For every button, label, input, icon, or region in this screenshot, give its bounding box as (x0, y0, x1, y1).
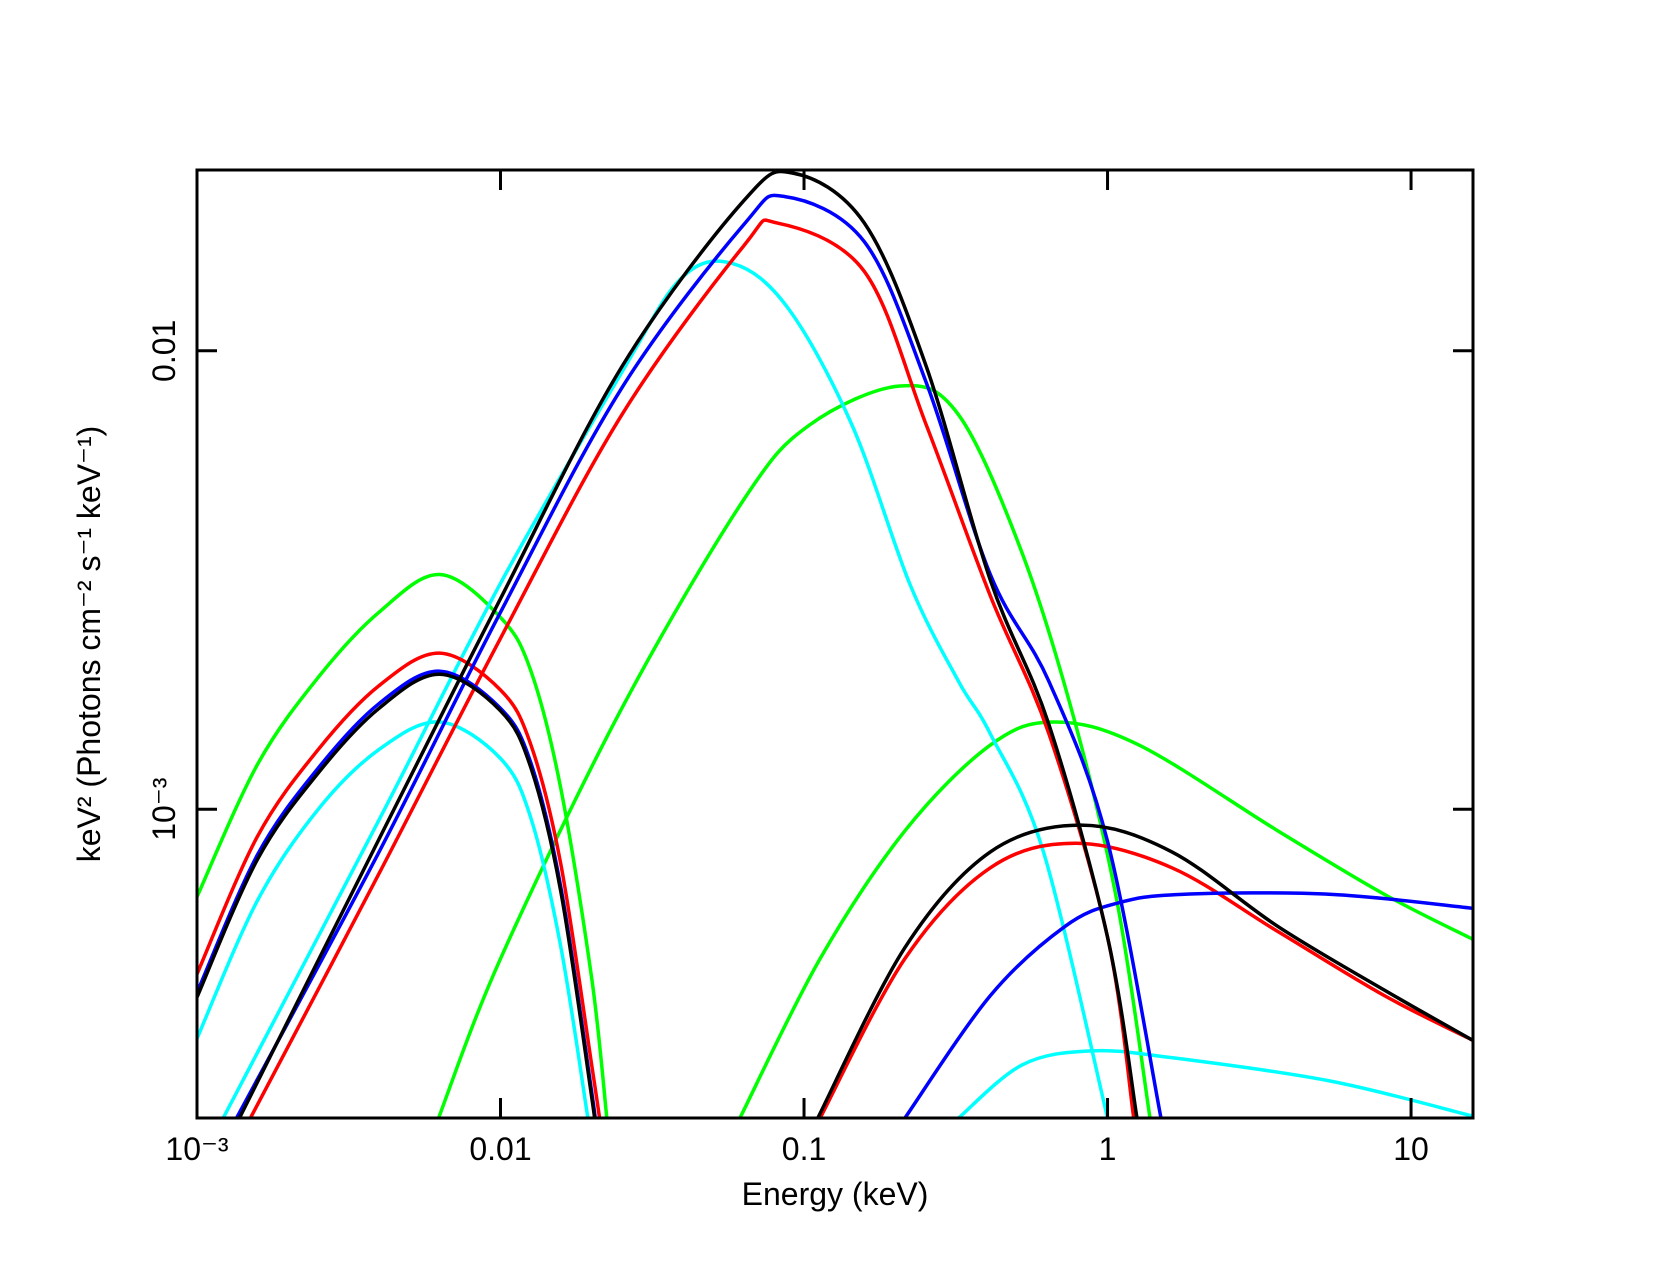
x-tick-label: 10 (1393, 1131, 1429, 1167)
x-tick-label: 0.1 (782, 1131, 826, 1167)
curve (903, 891, 1473, 1118)
curve (197, 672, 597, 1118)
x-tick-label: 10⁻³ (165, 1131, 228, 1167)
plot-area (197, 170, 1473, 1118)
curve (248, 218, 1136, 1118)
y-axis-label: keV² (Photons cm⁻² s⁻¹ keV⁻¹) (71, 426, 107, 863)
curve (197, 651, 602, 1118)
curve (197, 572, 609, 1118)
y-tick-label: 10⁻³ (146, 777, 182, 840)
x-axis-label: Energy (keV) (742, 1176, 929, 1212)
x-tick-label: 0.01 (469, 1131, 531, 1167)
curve (237, 170, 1139, 1118)
curve (816, 823, 1473, 1118)
curve (221, 259, 1110, 1118)
curve (818, 841, 1473, 1118)
curve (235, 193, 1163, 1118)
x-tick-label: 1 (1099, 1131, 1117, 1167)
plot-frame (195, 168, 1475, 1120)
curve (738, 720, 1473, 1118)
y-tick-label: 0.01 (146, 320, 182, 382)
curve (957, 1048, 1473, 1118)
